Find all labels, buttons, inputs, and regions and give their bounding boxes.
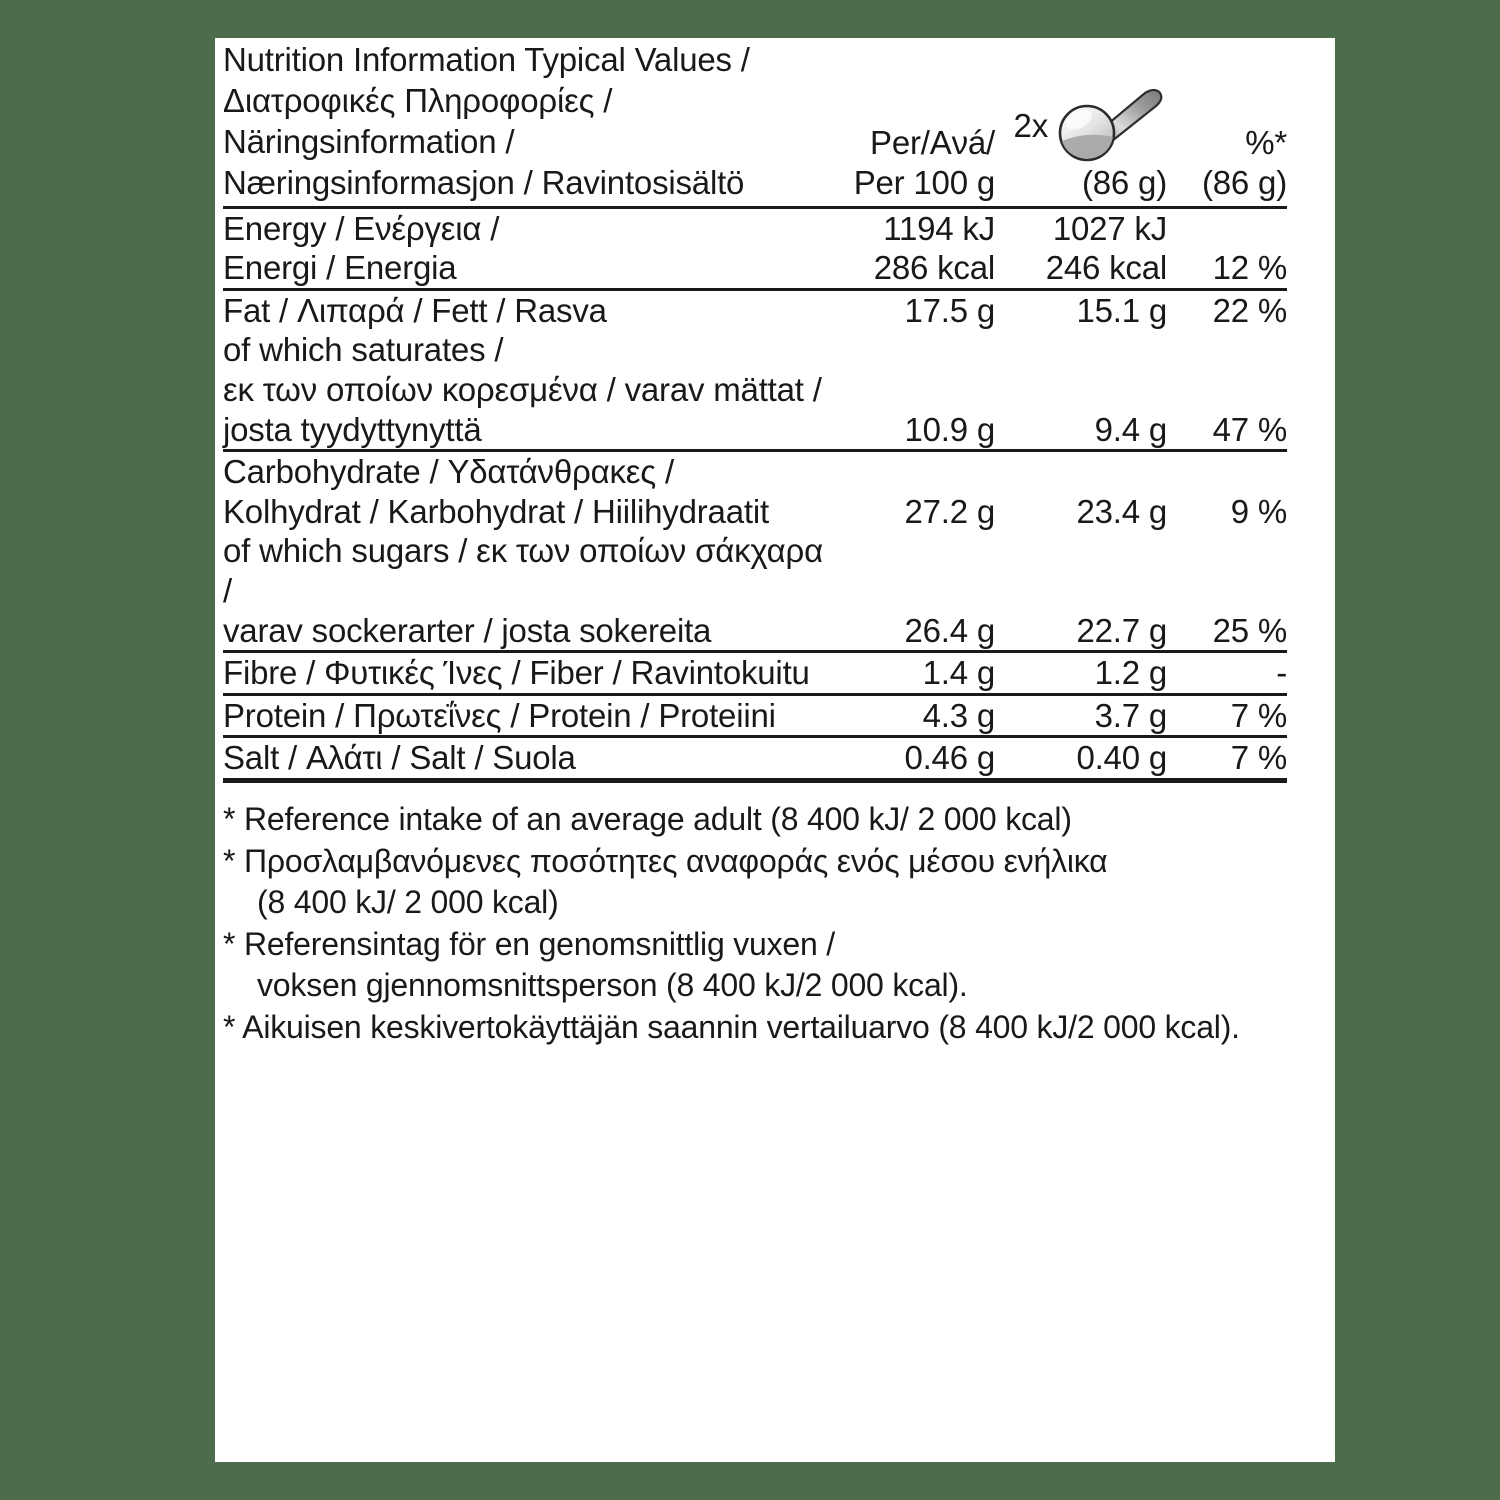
row-percent-fibre: - [1276,654,1287,692]
header-col-percent: %* (86 g) [1167,40,1287,207]
nutrition-label-inner: Nutrition Information Typical Values / Δ… [223,40,1289,1049]
table-row-protein: Protein / Πρωτεΐνες / Protein / Proteiin… [223,696,1287,737]
row-label-line: varav sockerarter / josta sokereita [223,611,712,649]
row-percent-fat: 22 % [1212,291,1288,329]
footnotes-block: * Reference intake of an average adult (… [223,799,1289,1049]
value-line: 22.7 g [1076,611,1167,649]
header-portion-weight: (86 g) [1081,164,1167,202]
header-title-line-2: Διατροφικές Πληροφορίες / [223,81,613,119]
header-percent-weight: (86 g) [1201,164,1287,202]
footnote-reference-intake-no: voksen gjennomsnittsperson (8 400 kJ/2 0… [257,967,968,1004]
table-row-energy: Energy / Ενέργεια / Energi / Energia 119… [223,209,1287,290]
row-per100-energy: 1194 kJ 286 kcal [823,209,996,290]
row-portion-sugars: 22.7 g [995,531,1167,651]
row-portion-energy: 1027 kJ 246 kcal [995,209,1168,290]
header-col-portion: 2x [995,40,1167,207]
header-title-line-3: Näringsinformation / [223,122,515,160]
header-percent-symbol: %* [1245,124,1287,162]
row-label-line: Energi / Energia [223,249,457,287]
footnote-reference-intake-sv: * Referensintag för en genomsnittlig vux… [223,925,835,962]
value-line: 23.4 g [1076,492,1167,530]
row-label-line: Carbohydrate / Υδατάνθρακες / [223,453,674,491]
row-percent-salt: 7 % [1230,739,1287,777]
footnote-reference-intake-el: * Προσλαμβανόμενες ποσότητες αναφοράς εν… [223,842,1108,879]
value-line: 9.4 g [1094,410,1168,448]
row-label-line: of which saturates / [223,331,504,369]
ice-cream-scoop-icon [1049,87,1167,163]
row-label-energy: Energy / Ενέργεια / Energi / Energia [223,209,823,290]
row-label-line: Kolhydrat / Karbohydrat / Hiilihydraatit [223,492,769,530]
header-per100-line-1: Per/Aνá/ [870,124,995,162]
value-line: 246 kcal [1045,249,1168,287]
row-label-line: Fat / Λιπαρά / Fett / Rasva [223,291,607,329]
value-line: 26.4 g [904,611,995,649]
header-title-line-1: Nutrition Information Typical Values / [223,41,750,78]
row-percent-sugars: 25 % [1167,531,1288,651]
table-row-fat: Fat / Λιπαρά / Fett / Rasva 17.5 g 15.1 … [223,291,1287,331]
row-per100-salt: 0.46 g [904,739,995,777]
header-portion-scoop-line: 2x [995,87,1167,163]
value-line: 1194 kJ [883,209,995,247]
footnote-reference-intake-fi: * Aikuisen keskivertokäyttäjän saannin v… [223,1008,1240,1045]
row-per100-protein: 4.3 g [922,696,996,734]
row-label-sugars: of which sugars / εκ των οποίων σάκχαρα … [223,531,823,651]
rule-after-header [223,206,1287,210]
nutrition-table: Nutrition Information Typical Values / Δ… [223,40,1287,785]
value-line: 47 % [1212,410,1288,448]
row-percent-protein: 7 % [1230,696,1287,734]
row-label-protein: Protein / Πρωτεΐνες / Protein / Proteiin… [223,696,776,734]
footnote-reference-intake-el-cont: (8 400 kJ/ 2 000 kcal) [257,884,559,921]
table-row-carbohydrate: Carbohydrate / Υδατάνθρακες / Kolhydrat … [223,452,1287,531]
header-title-cell: Nutrition Information Typical Values / Δ… [223,40,823,207]
value-line: 10.9 g [904,410,995,448]
header-title-line-4: Næringsinformasjon / Ravintosisältö [223,163,745,201]
header-col-per100: Per/Aνá/ Per 100 g [823,40,996,207]
row-label-line: εκ των οποίων κορεσμένα / varav mättat / [223,371,822,408]
row-label-fibre: Fibre / Φυτικές Ίνες / Fiber / Ravintoku… [223,654,810,692]
row-per100-carbohydrate: 27.2 g [823,452,995,531]
row-label-saturates: of which saturates / εκ των οποίων κορεσ… [223,330,823,450]
rule-after-energy [223,288,1287,292]
value-line: 286 kcal [873,249,996,287]
value-line: 1027 kJ [1052,209,1167,247]
value-line: 27.2 g [904,492,995,530]
row-portion-fibre: 1.2 g [1094,654,1168,692]
table-row-fibre: Fibre / Φυτικές Ίνες / Fiber / Ravintoku… [223,653,1287,694]
table-row-saturates: of which saturates / εκ των οποίων κορεσ… [223,330,1287,450]
row-percent-saturates: 47 % [1167,330,1288,450]
row-label-fat: Fat / Λιπαρά / Fett / Rasva [223,291,823,331]
nutrition-label-card: Nutrition Information Typical Values / Δ… [215,38,1335,1462]
table-header-row: Nutrition Information Typical Values / Δ… [223,40,1287,207]
row-label-carbohydrate: Carbohydrate / Υδατάνθρακες / Kolhydrat … [223,452,823,531]
rule-after-salt [223,778,1287,785]
rule-after-protein [223,735,1287,740]
row-per100-fibre: 1.4 g [922,654,996,692]
row-label-salt: Salt / Αλάτι / Salt / Suola [223,739,576,777]
value-line: 12 % [1212,249,1288,287]
row-percent-energy: 12 % [1167,209,1288,290]
row-label-line: of which sugars / εκ των οποίων σάκχαρα … [223,532,823,609]
row-label-line: Energy / Ενέργεια / [223,209,500,247]
rule-after-saturates [223,449,1287,453]
row-portion-protein: 3.7 g [1094,696,1168,734]
rule-after-fibre [223,693,1287,697]
value-line: 25 % [1212,611,1288,649]
row-portion-carbohydrate: 23.4 g [995,452,1167,531]
value-line: 9 % [1230,492,1287,530]
row-portion-salt: 0.40 g [1076,739,1167,777]
portion-multiplier: 2x [1013,106,1049,144]
table-row-salt: Salt / Αλάτι / Salt / Suola 0.46 g 0.40 … [223,738,1287,780]
table-row-sugars: of which sugars / εκ των οποίων σάκχαρα … [223,531,1287,651]
row-portion-fat: 15.1 g [1076,291,1167,329]
row-per100-sugars: 26.4 g [823,531,995,651]
row-percent-carbohydrate: 9 % [1167,452,1287,531]
row-label-line: josta tyydyttynyttä [223,410,482,448]
row-portion-saturates: 9.4 g [995,330,1168,450]
footnote-reference-intake-en: * Reference intake of an average adult (… [223,800,1072,837]
rule-after-sugars [223,650,1287,654]
row-per100-saturates: 10.9 g [823,330,995,450]
header-per100-line-2: Per 100 g [853,164,996,202]
row-per100-fat: 17.5 g [904,291,995,329]
